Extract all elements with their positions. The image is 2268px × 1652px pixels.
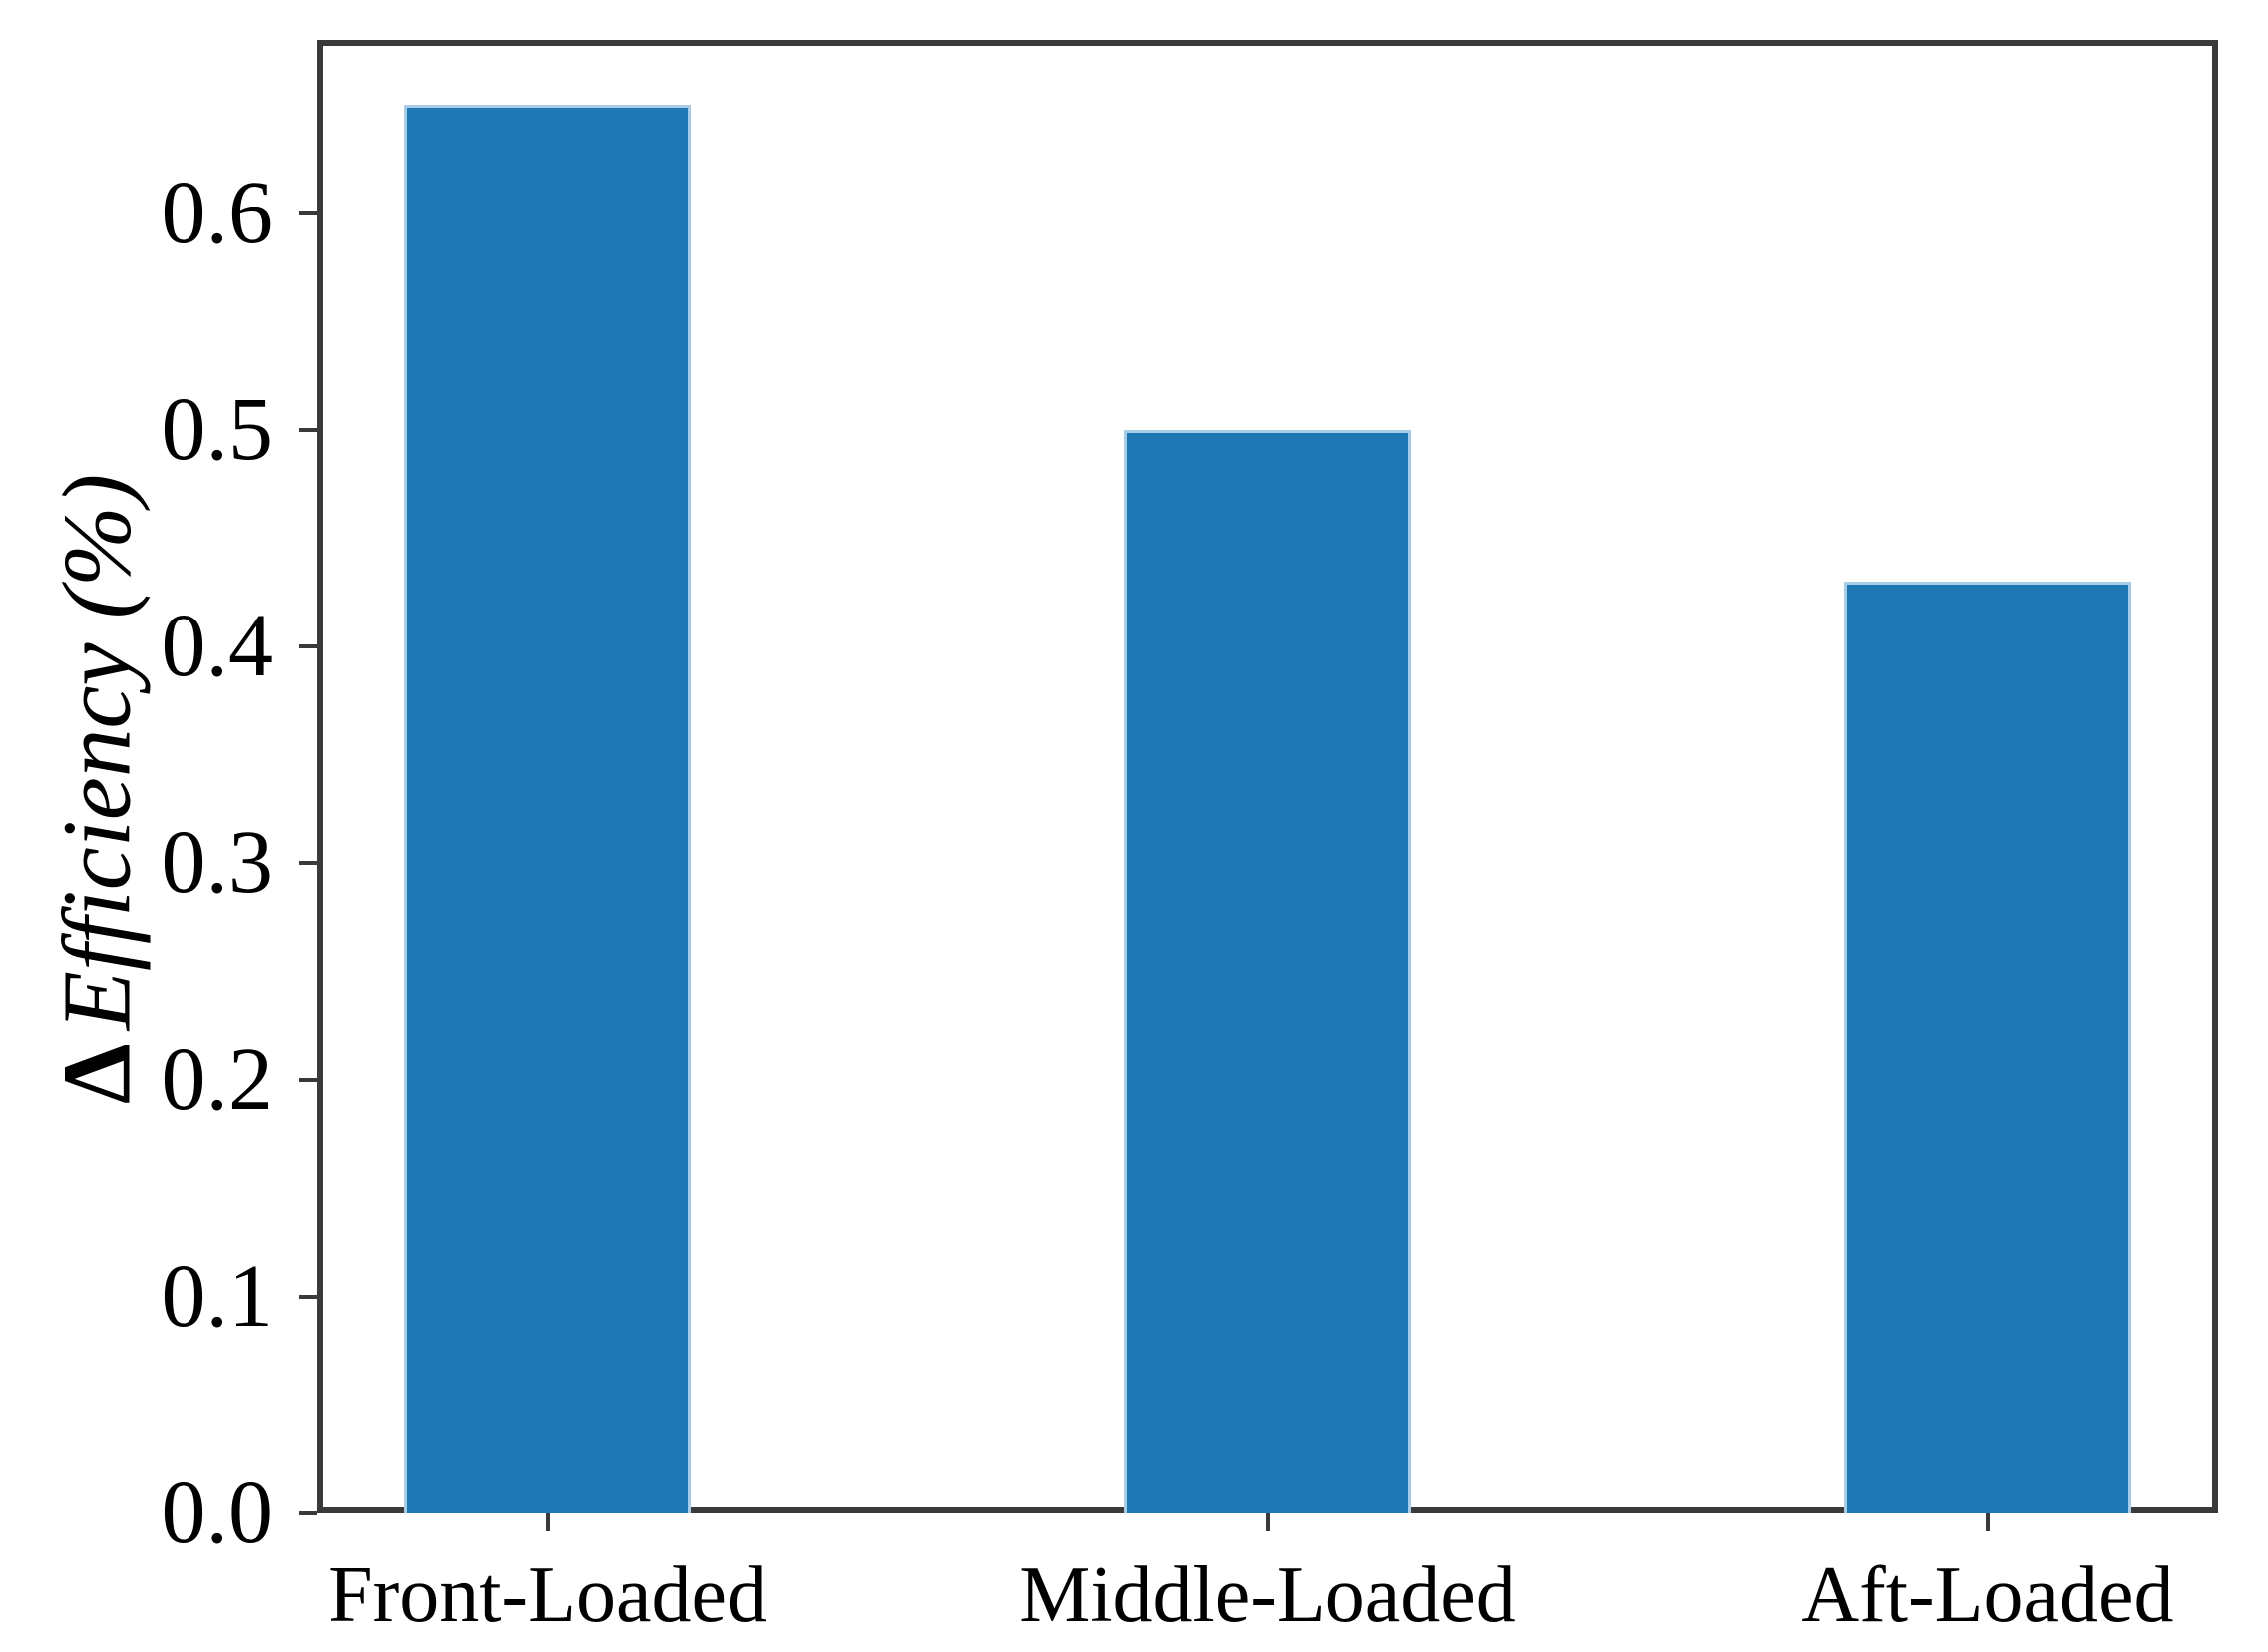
y-tick-label-0.6: 0.6: [161, 163, 274, 262]
y-tick: [299, 210, 317, 215]
x-tick: [546, 1513, 551, 1531]
y-tick: [299, 1511, 317, 1515]
y-tick: [299, 427, 317, 432]
y-tick: [299, 1077, 317, 1082]
y-tick-label-0.2: 0.2: [161, 1030, 274, 1129]
y-tick: [299, 1294, 317, 1299]
x-tick-label-aft-loaded: Aft-Loaded: [1801, 1551, 2174, 1639]
x-tick: [1266, 1513, 1270, 1531]
x-tick-label-front-loaded: Front-Loaded: [328, 1551, 767, 1639]
y-axis-label-text: Efficiency (%): [43, 473, 151, 1030]
y-tick-label-0.1: 0.1: [161, 1246, 274, 1346]
y-tick-label-0.3: 0.3: [161, 813, 274, 913]
bar-front-loaded: [403, 105, 692, 1513]
y-tick: [299, 644, 317, 649]
x-tick-label-middle-loaded: Middle-Loaded: [1019, 1551, 1516, 1639]
y-tick-label-0.4: 0.4: [161, 597, 274, 696]
bar-middle-loaded: [1123, 429, 1412, 1513]
y-tick-label-0.0: 0.0: [161, 1463, 274, 1562]
y-tick-label-0.5: 0.5: [161, 379, 274, 479]
x-tick: [1985, 1513, 1990, 1531]
bar-aft-loaded: [1843, 582, 2132, 1513]
y-axis-label: ΔEfficiency (%): [44, 473, 151, 1103]
y-tick: [299, 861, 317, 866]
